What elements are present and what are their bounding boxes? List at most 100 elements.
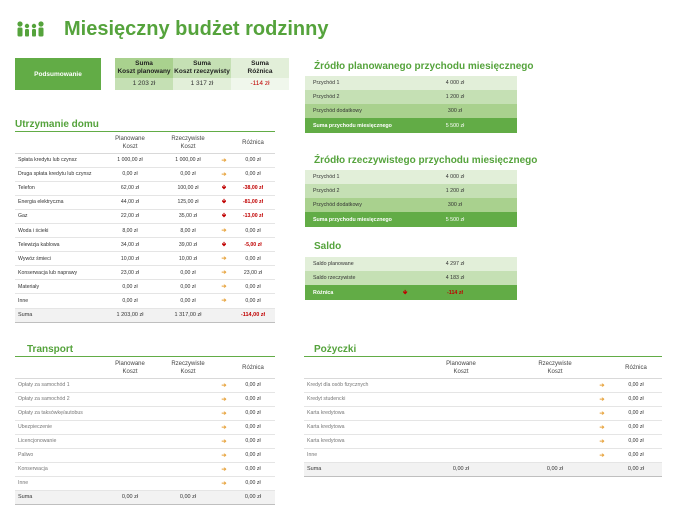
household-sum-diff: -114,00 zł xyxy=(231,308,275,323)
balance-planned-label: Saldo planowane xyxy=(313,261,354,267)
row-planned xyxy=(406,448,516,463)
actual-income-row: Przychód dodatkowy 300 zł xyxy=(305,198,517,212)
row-diff: 0,00 zł xyxy=(231,293,275,309)
household-table: Planowane Koszt Rzeczywiste Koszt Różnica … xyxy=(15,133,275,323)
planned-income-row: Przychód 2 1 200 zł xyxy=(305,90,517,104)
transport-col-planned: Planowane Koszt xyxy=(101,358,159,379)
planned-income-total-row: Suma przychodu miesięcznego 5 500 zł xyxy=(305,118,517,133)
row-actual xyxy=(516,406,594,421)
summary-label: Podsumowanie xyxy=(15,58,101,90)
loans-sum-actual: 0,00 zł xyxy=(516,462,594,477)
actual-income-row: Przychód 2 1 200 zł xyxy=(305,184,517,198)
row-category: Karta kredytowa xyxy=(304,420,406,435)
household-col-planned-2: Koszt xyxy=(122,143,138,150)
row-actual xyxy=(159,420,217,435)
actual-income-name: Przychód 1 xyxy=(313,174,340,180)
household-col-actual: Rzeczywiste Koszt xyxy=(159,133,217,154)
arrow-right-icon: ➔ xyxy=(221,171,227,178)
row-actual xyxy=(159,434,217,449)
arrow-right-icon: ➔ xyxy=(599,424,605,431)
row-planned xyxy=(101,448,159,463)
row-arrow-cell: ➔ xyxy=(217,251,231,267)
actual-income-value: 300 zł xyxy=(447,202,463,208)
row-diff: -13,00 zł xyxy=(231,209,275,224)
row-planned: 23,00 zł xyxy=(101,265,159,281)
actual-income-name: Przychód dodatkowy xyxy=(313,202,362,208)
planned-income-title: Źródło planowanego przychodu miesięczneg… xyxy=(314,61,534,72)
row-planned: 34,00 zł xyxy=(101,237,159,253)
summary-actual-h2: Koszt rzeczywisty xyxy=(174,68,230,75)
table-row: Inne 0,00 zł 0,00 zł ➔ 0,00 zł xyxy=(15,293,275,309)
loans-col-category xyxy=(304,358,406,379)
planned-income-row: Przychód 1 4 000 zł xyxy=(305,76,517,90)
loans-col-planned-1: Planowane xyxy=(446,360,476,367)
table-row: Opłaty za samochód 2 ➔ 0,00 zł xyxy=(15,392,275,407)
row-actual xyxy=(516,378,594,393)
household-col-category xyxy=(15,133,101,154)
page-title: Miesięczny budżet rodzinny xyxy=(64,18,329,40)
row-planned xyxy=(101,462,159,477)
row-diff: 0,00 zł xyxy=(231,434,275,449)
row-diff: 0,00 zł xyxy=(231,223,275,239)
row-diff: -81,00 zł xyxy=(231,195,275,210)
row-arrow-cell: ➔ xyxy=(217,265,231,281)
row-arrow-cell: 🡻 xyxy=(217,181,231,196)
row-diff: -5,00 zł xyxy=(231,237,275,253)
household-title: Utrzymanie domu xyxy=(15,119,99,130)
row-planned xyxy=(101,476,159,491)
loans-sum-row: Suma 0,00 zł 0,00 zł 0,00 zł xyxy=(304,462,662,477)
balance-planned-row: Saldo planowane 4 297 zł xyxy=(305,257,517,271)
row-category: Materiały xyxy=(15,279,101,295)
arrow-down-icon: 🡻 xyxy=(221,241,227,248)
transport-sum-label: Suma xyxy=(15,490,101,505)
table-row: Karta kredytowa ➔ 0,00 zł xyxy=(304,420,662,435)
row-planned: 1 000,00 zł xyxy=(101,153,159,168)
arrow-right-icon: ➔ xyxy=(221,424,227,431)
row-actual xyxy=(159,392,217,407)
row-category: Opłaty za samochód 2 xyxy=(15,392,101,407)
row-diff: 0,00 zł xyxy=(231,251,275,267)
row-actual xyxy=(159,406,217,421)
row-arrow-cell: ➔ xyxy=(217,392,231,407)
summary-actual-h1: Suma xyxy=(193,60,211,67)
row-category: Kredyt studencki xyxy=(304,392,406,407)
row-planned xyxy=(101,434,159,449)
row-arrow-cell: ➔ xyxy=(217,153,231,168)
table-row: Kredyt dla osób fizycznych ➔ 0,00 zł xyxy=(304,378,662,393)
row-diff: 0,00 zł xyxy=(231,392,275,407)
row-actual: 100,00 zł xyxy=(159,181,217,196)
table-row: Konserwacja lub naprawy 23,00 zł 0,00 zł ➔ 2… xyxy=(15,265,275,281)
row-arrow-cell: ➔ xyxy=(217,448,231,463)
row-actual: 39,00 zł xyxy=(159,237,217,253)
row-category: Wywóz śmieci xyxy=(15,251,101,267)
transport-col-planned-2: Koszt xyxy=(122,368,138,375)
row-category: Opłaty za taksówkę/autobus xyxy=(15,406,101,421)
planned-income-total-value: 5 500 zł xyxy=(445,122,465,129)
row-diff: 0,00 zł xyxy=(231,406,275,421)
actual-income-row: Przychód 1 4 000 zł xyxy=(305,170,517,184)
row-actual: 35,00 zł xyxy=(159,209,217,224)
actual-income-total-row: Suma przychodu miesięcznego 5 500 zł xyxy=(305,212,517,227)
household-col-planned-1: Planowane xyxy=(115,135,145,142)
household-col-arrow xyxy=(217,133,231,154)
planned-income-total-label: Suma przychodu miesięcznego xyxy=(313,122,392,129)
row-planned xyxy=(101,378,159,393)
planned-income-name: Przychód 1 xyxy=(313,80,340,86)
row-diff: 0,00 zł xyxy=(231,279,275,295)
row-arrow-cell: 🡻 xyxy=(217,237,231,253)
actual-income-value: 1 200 zł xyxy=(445,188,465,194)
arrow-right-icon: ➔ xyxy=(221,466,227,473)
transport-sum-diff: 0,00 zł xyxy=(231,490,275,505)
actual-income-title: Źródło rzeczywistego przychodu miesięczn… xyxy=(314,155,538,166)
loans-rule xyxy=(304,356,662,357)
balance-diff-row: Różnica 🡻 -114 zł xyxy=(305,285,517,300)
summary-planned-h1: Suma xyxy=(135,60,153,67)
row-actual: 0,00 zł xyxy=(159,279,217,295)
loans-col-actual-2: Koszt xyxy=(547,368,563,375)
row-actual: 1 000,00 zł xyxy=(159,153,217,168)
row-actual xyxy=(159,448,217,463)
table-row: Kredyt studencki ➔ 0,00 zł xyxy=(304,392,662,407)
row-actual: 0,00 zł xyxy=(159,265,217,281)
row-diff: 0,00 zł xyxy=(610,406,662,421)
row-arrow-cell: ➔ xyxy=(217,434,231,449)
